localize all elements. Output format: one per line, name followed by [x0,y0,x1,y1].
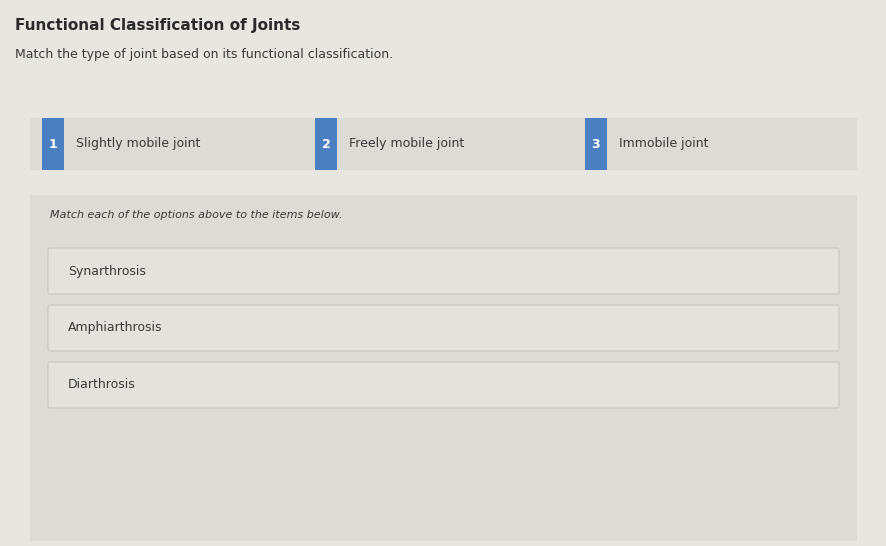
FancyBboxPatch shape [48,305,838,351]
FancyBboxPatch shape [30,195,856,541]
Text: Match the type of joint based on its functional classification.: Match the type of joint based on its fun… [15,48,392,61]
FancyBboxPatch shape [585,118,606,170]
FancyBboxPatch shape [30,118,856,170]
Text: Functional Classification of Joints: Functional Classification of Joints [15,18,300,33]
Text: 1: 1 [49,138,58,151]
Text: Match each of the options above to the items below.: Match each of the options above to the i… [50,210,342,220]
FancyBboxPatch shape [315,118,337,170]
Text: Synarthrosis: Synarthrosis [68,264,145,277]
FancyBboxPatch shape [48,362,838,408]
FancyBboxPatch shape [42,118,64,170]
Text: Diarthrosis: Diarthrosis [68,378,136,391]
Text: Amphiarthrosis: Amphiarthrosis [68,322,162,335]
FancyBboxPatch shape [48,248,838,294]
Text: Freely mobile joint: Freely mobile joint [348,138,463,151]
Text: Immobile joint: Immobile joint [618,138,708,151]
Text: 2: 2 [322,138,330,151]
Text: Slightly mobile joint: Slightly mobile joint [76,138,200,151]
Text: 3: 3 [591,138,600,151]
